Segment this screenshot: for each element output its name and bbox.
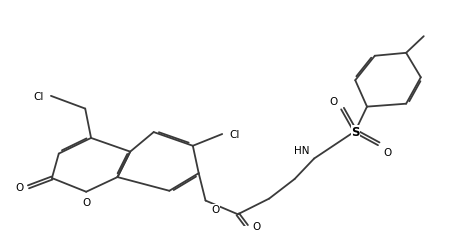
Text: O: O [253,221,261,231]
Text: O: O [82,197,90,207]
Text: Cl: Cl [34,91,44,101]
Text: O: O [212,205,220,215]
Text: HN: HN [294,145,309,155]
Text: Cl: Cl [229,129,239,140]
Text: O: O [15,182,24,192]
Text: O: O [330,96,337,106]
Text: S: S [351,125,360,138]
Text: O: O [384,147,392,157]
